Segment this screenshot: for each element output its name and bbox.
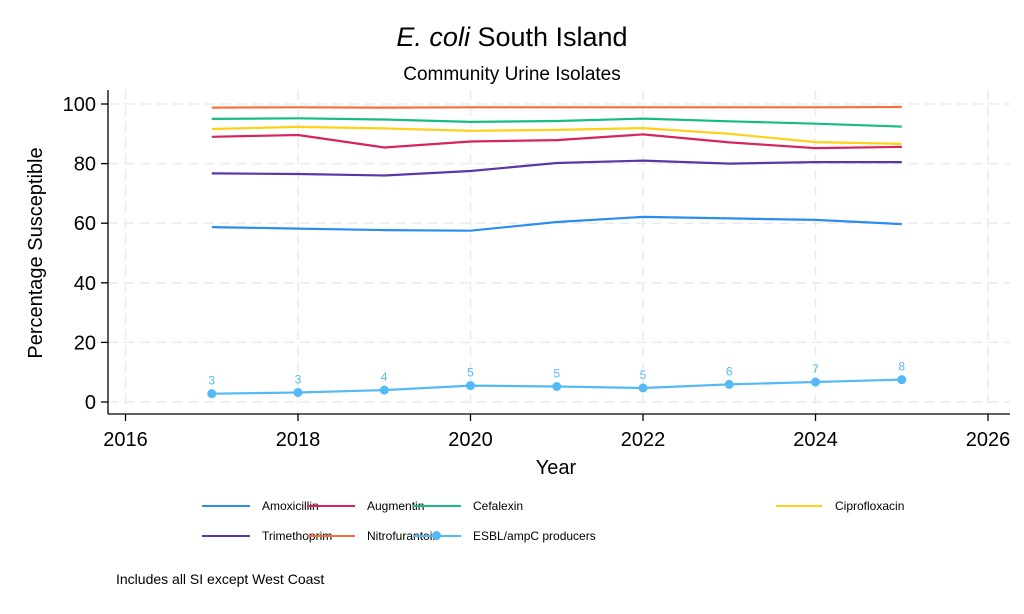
- footnote: Includes all SI except West Coast: [116, 571, 325, 587]
- legend-line: [413, 505, 461, 507]
- legend-swatch: [202, 499, 250, 513]
- data-label-esbl-ampc-producers: 5: [553, 367, 560, 381]
- data-point-esbl-ampc-producers: [379, 385, 389, 395]
- x-tick-label: 2022: [621, 429, 666, 451]
- y-tick-label: 80: [74, 154, 96, 176]
- legend-item: Cefalexin: [413, 499, 523, 513]
- x-tick-label: 2024: [793, 429, 838, 451]
- legend-label: Augmentin: [367, 499, 425, 513]
- chart-title: E. coli South Island: [0, 22, 1024, 53]
- legend-label: Cefalexin: [473, 499, 524, 513]
- data-point-esbl-ampc-producers: [811, 377, 820, 387]
- series-line-augmentin: [211, 133, 902, 150]
- x-axis-label: Year: [536, 457, 577, 479]
- legend-line: [307, 505, 355, 507]
- y-tick-label: 20: [74, 332, 96, 354]
- data-label-esbl-ampc-producers: 5: [467, 366, 474, 380]
- chart-title-rest: South Island: [469, 22, 628, 52]
- legend-item: Nitrofurantoin: [307, 529, 439, 543]
- legend-swatch: [413, 499, 461, 513]
- legend-swatch: [307, 499, 355, 513]
- data-point-esbl-ampc-producers: [466, 381, 475, 391]
- legend-item: ESBL/ampC producers: [413, 529, 596, 543]
- legend-line: [202, 535, 250, 537]
- legend-label: Trimethoprim: [262, 529, 333, 543]
- data-label-esbl-ampc-producers: 8: [898, 360, 905, 374]
- x-tick-label: 2016: [103, 429, 148, 451]
- legend-item: Trimethoprim: [202, 529, 332, 543]
- y-tick-label: 40: [74, 273, 96, 295]
- chart-subtitle: Community Urine Isolates: [403, 64, 621, 85]
- series-line-trimethoprim: [211, 159, 902, 177]
- data-point-esbl-ampc-producers: [897, 375, 907, 385]
- legend-line: [776, 505, 822, 507]
- data-point-esbl-ampc-producers: [552, 382, 562, 392]
- data-label-esbl-ampc-producers: 3: [295, 372, 302, 386]
- legend-item: Amoxicillin: [202, 499, 319, 513]
- y-tick-label: 60: [74, 213, 96, 235]
- x-tick-label: 2026: [966, 429, 1011, 451]
- x-tick-label: 2020: [448, 429, 493, 451]
- legend-label: Ciprofloxacin: [835, 499, 905, 513]
- legend-swatch: [776, 499, 822, 513]
- series-line-cefalexin: [211, 117, 902, 128]
- data-label-esbl-ampc-producers: 7: [812, 362, 819, 376]
- legend-swatch: [413, 529, 461, 543]
- legend-swatch: [202, 529, 250, 543]
- series-line-amoxicillin: [211, 215, 902, 232]
- legend-swatch: [307, 529, 355, 543]
- legend-label: Nitrofurantoin: [367, 529, 440, 543]
- data-point-esbl-ampc-producers: [724, 379, 734, 389]
- series-line-ciprofloxacin: [211, 125, 902, 145]
- data-label-esbl-ampc-producers: 3: [208, 374, 215, 388]
- data-point-esbl-ampc-producers: [207, 389, 217, 399]
- legend-line: [202, 505, 250, 507]
- legend-item: Ciprofloxacin: [776, 499, 904, 513]
- data-label-esbl-ampc-producers: 6: [726, 364, 733, 378]
- legend-label: Amoxicillin: [262, 499, 319, 513]
- chart-title-italic: E. coli: [396, 22, 470, 52]
- y-tick-label: 0: [85, 392, 96, 414]
- series-line-nitrofurantoin: [211, 105, 902, 109]
- x-tick-label: 2018: [276, 429, 321, 451]
- legend-item: Augmentin: [307, 499, 424, 513]
- legend-line: [307, 535, 355, 537]
- data-label-esbl-ampc-producers: 4: [381, 370, 388, 384]
- legend-label: ESBL/ampC producers: [473, 529, 596, 543]
- data-point-esbl-ampc-producers: [293, 387, 303, 397]
- data-point-esbl-ampc-producers: [638, 383, 648, 393]
- y-axis-label: Percentage Susceptible: [25, 147, 47, 358]
- data-label-esbl-ampc-producers: 5: [640, 368, 647, 382]
- legend-marker: [432, 531, 441, 540]
- y-tick-label: 100: [63, 94, 96, 116]
